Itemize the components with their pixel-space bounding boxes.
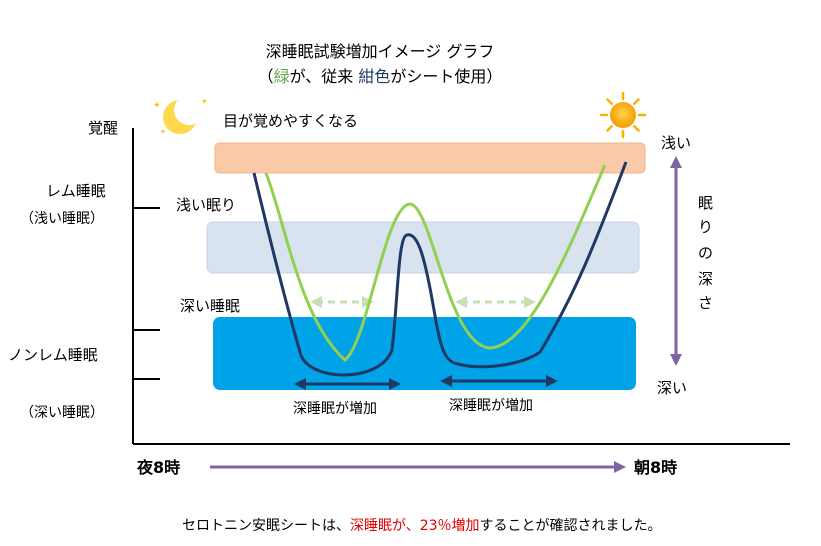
light-sleep-label: 浅い眠り <box>176 196 236 214</box>
deep-sleep-band <box>213 317 636 390</box>
subtitle-close: がシート使用） <box>390 67 502 86</box>
conclusion-caption: セロトニン安眠シートは、深睡眠が、23％増加することが確認されました。 <box>182 518 662 534</box>
deep-increase-label-2: 深睡眠が増加 <box>449 398 533 414</box>
caption-suffix: することが確認されました。 <box>480 518 662 534</box>
level-rem-label: レム睡眠 <box>46 182 106 200</box>
depth-label-char-2: り <box>698 218 713 236</box>
moon-icon: ✦ ✦ ✦ <box>153 95 208 136</box>
time-end-label: 朝8時 <box>634 458 677 477</box>
level-nonrem-sub-label: （深い睡眠） <box>20 405 104 421</box>
caption-prefix: セロトニン安眠シートは、 <box>182 518 350 534</box>
svg-text:✦: ✦ <box>160 128 166 136</box>
chart-title: 深睡眠試験増加イメージ グラフ <box>266 42 495 61</box>
svg-text:✦: ✦ <box>153 101 161 111</box>
depth-label-char-1: 眠 <box>698 194 713 212</box>
depth-label-char-5: さ <box>698 294 713 312</box>
time-start-label: 夜8時 <box>136 458 180 477</box>
deep-increase-label-1: 深睡眠が増加 <box>293 401 377 417</box>
awake-band <box>214 142 646 174</box>
depth-deep-label: 深い <box>657 379 687 397</box>
depth-label-char-3: の <box>698 244 713 262</box>
level-rem-sub-label: （浅い睡眠） <box>20 211 104 227</box>
depth-label-char-4: 深 <box>698 270 713 288</box>
sun-icon <box>599 91 647 139</box>
subtitle-green-word: 緑 <box>274 67 290 86</box>
level-awake-label: 覚醒 <box>88 119 118 137</box>
sheet-sleep-curve <box>252 161 628 377</box>
awake-note-label: 目が覚めやすくなる <box>223 112 358 130</box>
level-nonrem-label: ノンレム睡眠 <box>8 346 98 364</box>
depth-shallow-label: 浅い <box>661 134 691 152</box>
deep-sleep-label: 深い睡眠 <box>180 297 240 315</box>
conventional-sleep-curve <box>264 164 607 362</box>
subtitle-mid: が、従来 <box>290 67 359 86</box>
svg-text:✦: ✦ <box>201 97 208 106</box>
caption-highlight: 深睡眠が、23％増加 <box>350 518 480 534</box>
subtitle-navy-word: 紺色 <box>358 67 390 86</box>
chart-subtitle: （緑が、従来 紺色がシート使用） <box>258 67 503 86</box>
subtitle-open: （ <box>258 67 274 86</box>
